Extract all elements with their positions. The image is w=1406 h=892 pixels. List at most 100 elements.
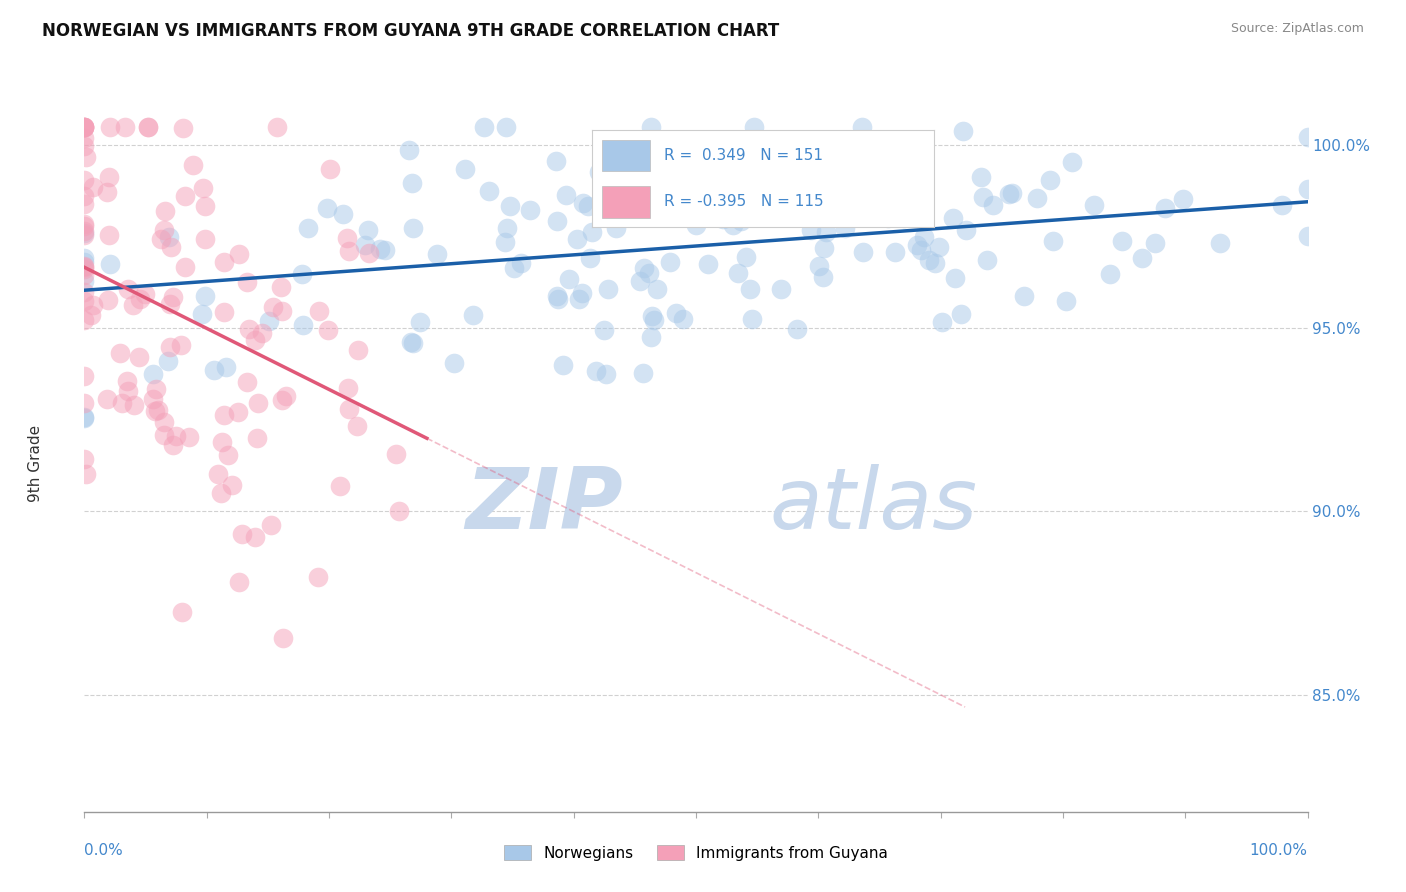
Point <box>73 226 96 240</box>
Point <box>741 312 763 326</box>
Point <box>174 260 197 275</box>
Point <box>354 237 377 252</box>
Point <box>425 247 447 261</box>
Point <box>243 530 266 544</box>
Point <box>80 308 103 322</box>
Point <box>1296 129 1319 144</box>
Point <box>578 198 600 212</box>
Point <box>983 198 1005 212</box>
Point <box>461 308 484 322</box>
Point <box>571 285 593 300</box>
Point <box>472 120 495 134</box>
Point <box>731 192 754 206</box>
Point <box>211 434 233 449</box>
Point <box>149 232 172 246</box>
Point <box>337 401 360 416</box>
Point <box>852 244 875 259</box>
Point <box>402 335 425 350</box>
Point <box>226 405 249 419</box>
Point <box>73 259 96 273</box>
Point <box>568 292 591 306</box>
Point <box>73 138 96 153</box>
Point <box>202 362 225 376</box>
Point <box>73 172 96 186</box>
Point <box>337 244 360 258</box>
Legend: Norwegians, Immigrants from Guyana: Norwegians, Immigrants from Guyana <box>498 838 894 867</box>
Point <box>976 252 998 267</box>
Point <box>998 187 1021 202</box>
Point <box>628 183 651 197</box>
Text: ZIP: ZIP <box>465 464 623 547</box>
Point <box>918 253 941 268</box>
Point <box>134 287 156 301</box>
Point <box>274 389 297 403</box>
Point <box>257 314 280 328</box>
Point <box>173 189 195 203</box>
Point <box>194 232 217 246</box>
Point <box>73 268 96 282</box>
Point <box>730 213 752 227</box>
Point <box>73 120 96 134</box>
Point <box>595 367 617 381</box>
Point <box>159 340 181 354</box>
Point <box>271 304 294 318</box>
Point <box>496 221 519 235</box>
Point <box>640 330 662 344</box>
Point <box>159 297 181 311</box>
Point <box>108 346 131 360</box>
Point <box>941 211 963 225</box>
Point <box>153 223 176 237</box>
Point <box>96 392 118 406</box>
Point <box>266 120 288 134</box>
Point <box>246 431 269 445</box>
Point <box>73 452 96 467</box>
Point <box>495 120 517 134</box>
Point <box>638 266 661 280</box>
Point <box>1143 235 1166 250</box>
Point <box>385 447 408 461</box>
Point <box>848 175 870 189</box>
Point <box>671 144 693 158</box>
Point <box>697 257 720 271</box>
Point <box>709 201 731 215</box>
Point <box>1039 172 1062 186</box>
Point <box>834 221 856 235</box>
Point <box>228 247 250 261</box>
Point <box>143 404 166 418</box>
Point <box>502 260 524 275</box>
Point <box>887 182 910 196</box>
Point <box>368 242 391 256</box>
Point <box>165 429 187 443</box>
Point <box>75 150 97 164</box>
Point <box>388 504 411 518</box>
Point <box>554 188 576 202</box>
Point <box>742 120 765 134</box>
Point <box>97 170 120 185</box>
Point <box>814 225 837 239</box>
Point <box>893 211 915 225</box>
Point <box>1296 182 1319 196</box>
Point <box>1130 251 1153 265</box>
Point <box>685 218 707 232</box>
Point <box>928 240 950 254</box>
Point <box>801 178 824 192</box>
Point <box>181 157 204 171</box>
Point <box>398 143 420 157</box>
Point <box>231 527 253 541</box>
Point <box>735 250 758 264</box>
Point <box>114 120 136 134</box>
Point <box>212 304 235 318</box>
Point <box>647 282 669 296</box>
Point <box>73 120 96 134</box>
Point <box>786 322 808 336</box>
Point <box>307 570 329 584</box>
Point <box>655 152 678 166</box>
Point <box>585 364 607 378</box>
Point <box>194 199 217 213</box>
Point <box>122 398 145 412</box>
Point <box>156 354 179 368</box>
Text: Source: ZipAtlas.com: Source: ZipAtlas.com <box>1230 22 1364 36</box>
Point <box>153 203 176 218</box>
Point <box>409 315 432 329</box>
Point <box>547 292 569 306</box>
